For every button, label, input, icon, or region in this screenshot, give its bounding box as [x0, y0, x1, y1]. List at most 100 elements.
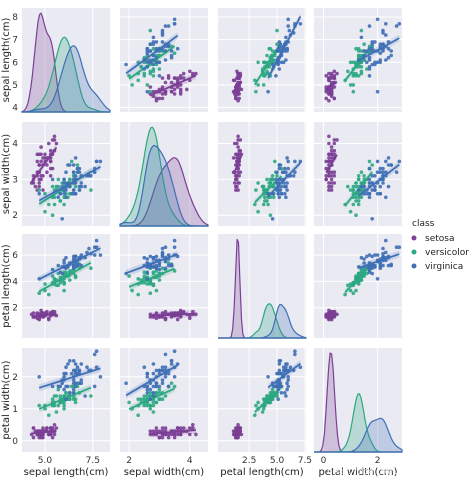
point-virginica: [50, 384, 55, 389]
point-virginica: [87, 246, 91, 251]
confidence-band-virginica: [126, 250, 178, 277]
point-setosa: [327, 71, 331, 76]
point-setosa: [324, 159, 329, 164]
point-versicolor: [354, 199, 358, 203]
point-setosa: [54, 141, 59, 146]
point-versicolor: [54, 410, 59, 414]
point-versicolor: [50, 397, 55, 402]
point-setosa: [178, 315, 183, 319]
point-versicolor: [265, 199, 269, 203]
point-virginica: [64, 397, 68, 402]
point-versicolor: [50, 213, 55, 217]
point-virginica: [60, 381, 64, 386]
point-setosa: [48, 174, 53, 178]
point-virginica: [89, 174, 93, 178]
point-virginica: [288, 365, 293, 370]
point-setosa: [41, 174, 45, 178]
point-virginica: [365, 254, 369, 259]
point-virginica: [145, 391, 150, 395]
point-versicolor: [260, 410, 265, 414]
point-versicolor: [157, 67, 162, 71]
point-setosa: [50, 309, 55, 314]
point-virginica: [92, 352, 97, 357]
point-virginica: [154, 40, 159, 44]
point-setosa: [169, 89, 174, 94]
regression-line-setosa: [232, 155, 243, 175]
point-virginica: [172, 22, 177, 26]
point-virginica: [151, 391, 156, 395]
point-virginica: [160, 254, 165, 259]
point-versicolor: [148, 69, 153, 74]
point-versicolor: [172, 51, 177, 55]
y-tick-label: 6: [12, 251, 18, 261]
point-setosa: [31, 181, 36, 185]
point-virginica: [367, 46, 372, 51]
point-setosa: [332, 170, 337, 174]
point-virginica: [75, 166, 80, 171]
point-virginica: [71, 170, 76, 174]
x-axis-label: sepal width(cm): [124, 467, 204, 478]
point-virginica: [375, 60, 380, 65]
point-virginica: [386, 46, 391, 51]
point-setosa: [237, 96, 241, 101]
confidence-band-virginica: [126, 32, 178, 77]
regression-line-versicolor: [128, 267, 175, 288]
point-virginica: [145, 257, 150, 261]
point-versicolor: [163, 394, 168, 398]
point-versicolor: [273, 159, 277, 164]
point-setosa: [329, 92, 334, 96]
point-versicolor: [348, 83, 353, 87]
confidence-band-virginica: [268, 159, 301, 200]
point-versicolor: [154, 288, 159, 293]
confidence-band-setosa: [150, 426, 196, 438]
point-versicolor: [37, 291, 41, 296]
point-versicolor: [130, 83, 134, 87]
point-versicolor: [56, 403, 61, 408]
point-versicolor: [370, 163, 375, 167]
point-setosa: [236, 138, 240, 142]
point-versicolor: [354, 274, 358, 278]
point-setosa: [151, 89, 156, 94]
point-setosa: [238, 148, 243, 153]
confidence-band-setosa: [233, 152, 242, 178]
point-setosa: [332, 96, 337, 101]
panel-r1-c1: [119, 122, 209, 227]
point-setosa: [47, 141, 51, 146]
point-setosa: [236, 426, 240, 430]
point-virginica: [163, 245, 168, 249]
point-setosa: [160, 92, 165, 96]
point-setosa: [332, 174, 337, 178]
regression-line-virginica: [358, 163, 400, 197]
confidence-band-setosa: [31, 143, 57, 186]
point-virginica: [277, 368, 282, 373]
point-virginica: [160, 365, 165, 370]
point-virginica: [157, 74, 162, 78]
point-setosa: [236, 152, 240, 157]
point-virginica: [98, 253, 103, 257]
point-setosa: [329, 74, 334, 78]
kde-virginica: [314, 417, 403, 453]
x-tick-label: 0: [321, 456, 327, 466]
point-setosa: [45, 426, 49, 430]
point-virginica: [394, 245, 399, 249]
point-versicolor: [356, 199, 361, 203]
point-virginica: [157, 368, 162, 373]
regression-line-virginica: [358, 253, 400, 269]
point-versicolor: [62, 288, 66, 293]
point-virginica: [375, 170, 380, 174]
point-virginica: [37, 191, 41, 196]
point-virginica: [286, 166, 291, 171]
point-virginica: [279, 184, 284, 189]
point-virginica: [381, 251, 385, 256]
legend-marker-virginica: [411, 263, 417, 269]
regression-line-setosa: [232, 80, 243, 93]
y-tick-label: 6: [12, 58, 18, 68]
point-versicolor: [142, 397, 147, 402]
point-versicolor: [354, 288, 358, 293]
point-versicolor: [68, 278, 72, 282]
point-setosa: [154, 316, 159, 321]
point-versicolor: [359, 49, 364, 53]
point-versicolor: [151, 283, 156, 288]
point-virginica: [92, 245, 97, 249]
point-virginica: [154, 55, 159, 60]
